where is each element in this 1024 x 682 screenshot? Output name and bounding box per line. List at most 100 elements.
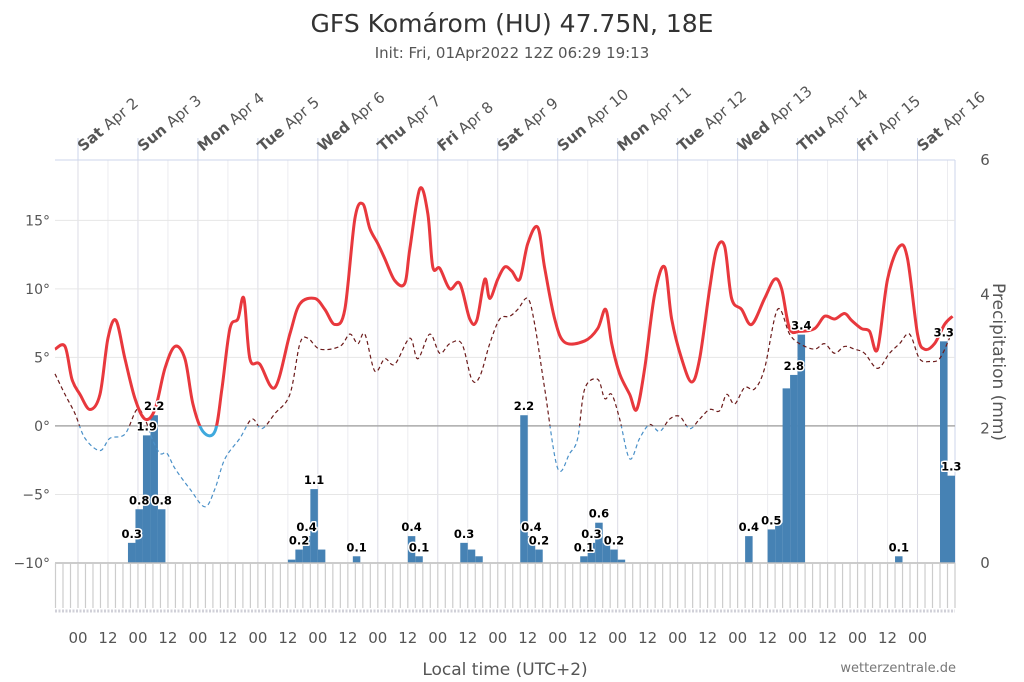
precip-bar	[767, 529, 776, 563]
right-tick-label: 4	[980, 285, 990, 303]
precip-bar-label: 1.9	[137, 419, 157, 433]
precip-bar	[580, 556, 588, 563]
precip-bar-label: 2.2	[514, 399, 534, 413]
x-hour-label: 12	[98, 629, 117, 647]
precip-bar	[287, 559, 296, 563]
x-hour-label: 00	[728, 629, 747, 647]
x-hour-label: 12	[878, 629, 897, 647]
day-date: Apr 12	[700, 87, 750, 133]
precip-bar-label: 0.8	[152, 493, 172, 507]
day-date: Apr 8	[455, 98, 497, 138]
precip-bar	[520, 415, 528, 563]
right-tick-label: 2	[980, 420, 990, 438]
dewpoint-line-above-zero	[54, 297, 951, 426]
precip-bar-label: 0.1	[346, 540, 366, 554]
precip-bar	[947, 475, 955, 563]
precip-bar-label: 0.8	[129, 493, 149, 507]
day-date: Apr 7	[402, 92, 444, 132]
day-label: Sun Apr 3	[134, 91, 205, 155]
left-tick-label: 15°	[25, 213, 50, 229]
left-tick-label: 0°	[34, 419, 50, 435]
precip-bar	[587, 542, 596, 563]
precip-bar	[415, 556, 423, 563]
x-hour-label: 00	[248, 629, 267, 647]
precip-bar	[617, 559, 626, 563]
day-date: Apr 4	[225, 89, 267, 129]
day-date: Apr 13	[766, 82, 816, 128]
x-hour-label: 00	[368, 629, 387, 647]
precip-bar	[352, 556, 361, 563]
grid	[55, 159, 956, 563]
precip-bar	[940, 341, 948, 563]
precip-bar	[467, 549, 476, 563]
day-date: Apr 5	[280, 93, 322, 133]
x-hour-label: 12	[158, 629, 177, 647]
left-tick-label: −5°	[22, 487, 50, 503]
precip-bar	[790, 374, 798, 563]
precip-bar-label: 0.6	[589, 507, 609, 521]
x-hour-label: 12	[218, 629, 237, 647]
chart-title: GFS Komárom (HU) 47.75N, 18E	[311, 9, 714, 38]
day-date: Apr 11	[645, 83, 695, 129]
right-axis-label: Precipitation (mm)	[988, 283, 1008, 441]
day-date: Apr 2	[100, 94, 142, 134]
x-hour-label: 12	[338, 629, 357, 647]
precip-bar-label: 0.3	[581, 527, 601, 541]
precip-bar	[527, 536, 536, 563]
precip-bar	[157, 509, 166, 563]
precip-bar-label: 0.1	[574, 540, 594, 554]
x-hour-label: 00	[668, 629, 687, 647]
credit-watermark: wetterzentrale.de	[840, 661, 956, 676]
precip-bar-label: 2.8	[784, 359, 804, 373]
precip-bar-label: 0.1	[409, 540, 429, 554]
precip-bar	[745, 536, 753, 563]
precip-bar	[797, 334, 806, 563]
x-hour-label: 12	[398, 629, 417, 647]
day-date: Apr 15	[874, 92, 924, 138]
precip-bar	[610, 549, 618, 563]
precip-bar	[475, 556, 483, 563]
precip-bar-label: 0.2	[289, 534, 309, 548]
x-hour-label: 00	[428, 629, 447, 647]
day-date: Apr 3	[163, 91, 205, 131]
temperature-line-above-zero	[54, 186, 954, 426]
x-hour-label: 00	[908, 629, 927, 647]
x-hour-label: 00	[488, 629, 507, 647]
precip-bar	[295, 549, 303, 563]
precip-bar-label: 0.4	[739, 520, 759, 534]
x-hour-label: 12	[518, 629, 537, 647]
day-date: Apr 6	[346, 88, 388, 128]
x-hour-label: 00	[128, 629, 147, 647]
precip-bar-label: 0.3	[454, 527, 474, 541]
precip-bar-label: 3.3	[934, 325, 954, 339]
day-date: Apr 9	[519, 94, 561, 134]
day-label: Fri Apr 8	[434, 98, 497, 155]
x-hour-label: 00	[848, 629, 867, 647]
precip-bar-label: 0.2	[604, 534, 624, 548]
precip-bar	[317, 549, 326, 563]
precip-bar-label: 2.2	[144, 399, 164, 413]
precip-bar-label: 0.5	[761, 513, 781, 527]
day-date: Apr 10	[582, 85, 632, 131]
precip-bar-label: 0.4	[401, 520, 421, 534]
x-hour-label: 00	[548, 629, 567, 647]
day-label: Sat Apr 9	[494, 94, 562, 155]
precip-bar-label: 0.1	[889, 540, 909, 554]
precip-bar-label: 0.4	[296, 520, 316, 534]
x-hour-label: 12	[818, 629, 837, 647]
temperature-line-below-zero	[198, 425, 219, 438]
x-hour-label: 00	[68, 629, 87, 647]
precip-bar	[135, 509, 143, 563]
x-hour-label: 12	[458, 629, 477, 647]
x-hour-label: 12	[578, 629, 597, 647]
precip-bar	[775, 522, 783, 563]
x-hour-label: 00	[608, 629, 627, 647]
precip-bar-label: 0.2	[529, 534, 549, 548]
temperature-lines	[54, 186, 954, 508]
precip-bar	[460, 542, 468, 563]
x-axis-label: Local time (UTC+2)	[422, 660, 587, 680]
left-tick-label: −10°	[13, 556, 50, 572]
left-tick-label: 10°	[25, 282, 50, 298]
precip-bar	[142, 435, 151, 563]
